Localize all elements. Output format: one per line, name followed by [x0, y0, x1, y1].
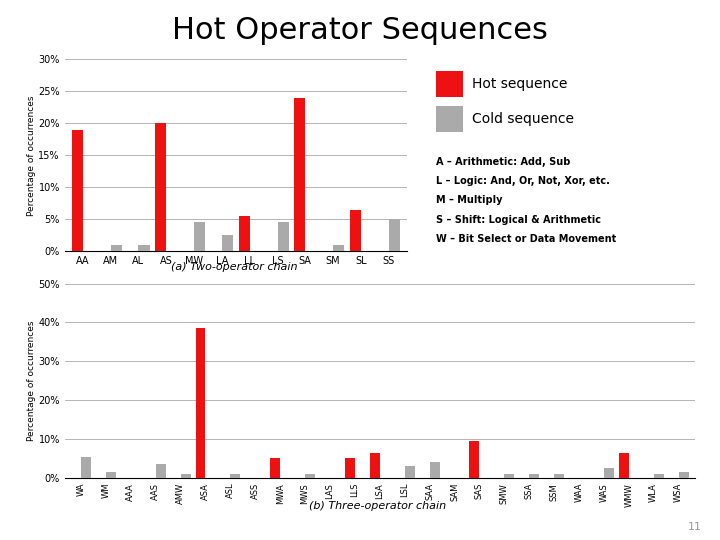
- Bar: [350, 210, 361, 251]
- Bar: [430, 462, 440, 478]
- Bar: [345, 458, 355, 478]
- Text: (a) Two-operator chain: (a) Two-operator chain: [171, 262, 297, 272]
- Bar: [156, 464, 166, 478]
- Bar: [654, 474, 664, 478]
- Bar: [81, 456, 91, 478]
- Text: 11: 11: [688, 522, 702, 532]
- Bar: [277, 222, 289, 251]
- Y-axis label: Percentage of occurrences: Percentage of occurrences: [27, 320, 36, 441]
- Bar: [222, 235, 233, 251]
- Bar: [106, 472, 116, 478]
- Bar: [194, 222, 205, 251]
- Bar: [294, 98, 305, 251]
- Text: Cold sequence: Cold sequence: [472, 112, 574, 126]
- Bar: [405, 466, 415, 478]
- Bar: [333, 245, 344, 251]
- Text: Hot sequence: Hot sequence: [472, 77, 567, 91]
- Bar: [389, 219, 400, 251]
- Text: M – Multiply: M – Multiply: [436, 195, 502, 206]
- Bar: [196, 328, 205, 478]
- Bar: [156, 123, 166, 251]
- Bar: [181, 474, 191, 478]
- Bar: [138, 245, 150, 251]
- Bar: [619, 453, 629, 478]
- Bar: [111, 245, 122, 251]
- Bar: [270, 458, 280, 478]
- Text: Hot Operator Sequences: Hot Operator Sequences: [172, 16, 548, 45]
- Bar: [72, 130, 83, 251]
- Text: W – Bit Select or Data Movement: W – Bit Select or Data Movement: [436, 234, 616, 245]
- Text: S – Shift: Logical & Arithmetic: S – Shift: Logical & Arithmetic: [436, 215, 600, 225]
- Text: A – Arithmetic: Add, Sub: A – Arithmetic: Add, Sub: [436, 157, 570, 167]
- Bar: [469, 441, 480, 478]
- Bar: [679, 472, 688, 478]
- Bar: [305, 474, 315, 478]
- Bar: [230, 474, 240, 478]
- Y-axis label: Percentage of occurrences: Percentage of occurrences: [27, 95, 35, 215]
- Bar: [370, 453, 380, 478]
- Bar: [554, 474, 564, 478]
- Text: L – Logic: And, Or, Not, Xor, etc.: L – Logic: And, Or, Not, Xor, etc.: [436, 176, 609, 186]
- Bar: [529, 474, 539, 478]
- Bar: [238, 216, 250, 251]
- Bar: [604, 468, 614, 478]
- Bar: [504, 474, 514, 478]
- Text: (b) Three-operator chain: (b) Three-operator chain: [310, 501, 446, 511]
